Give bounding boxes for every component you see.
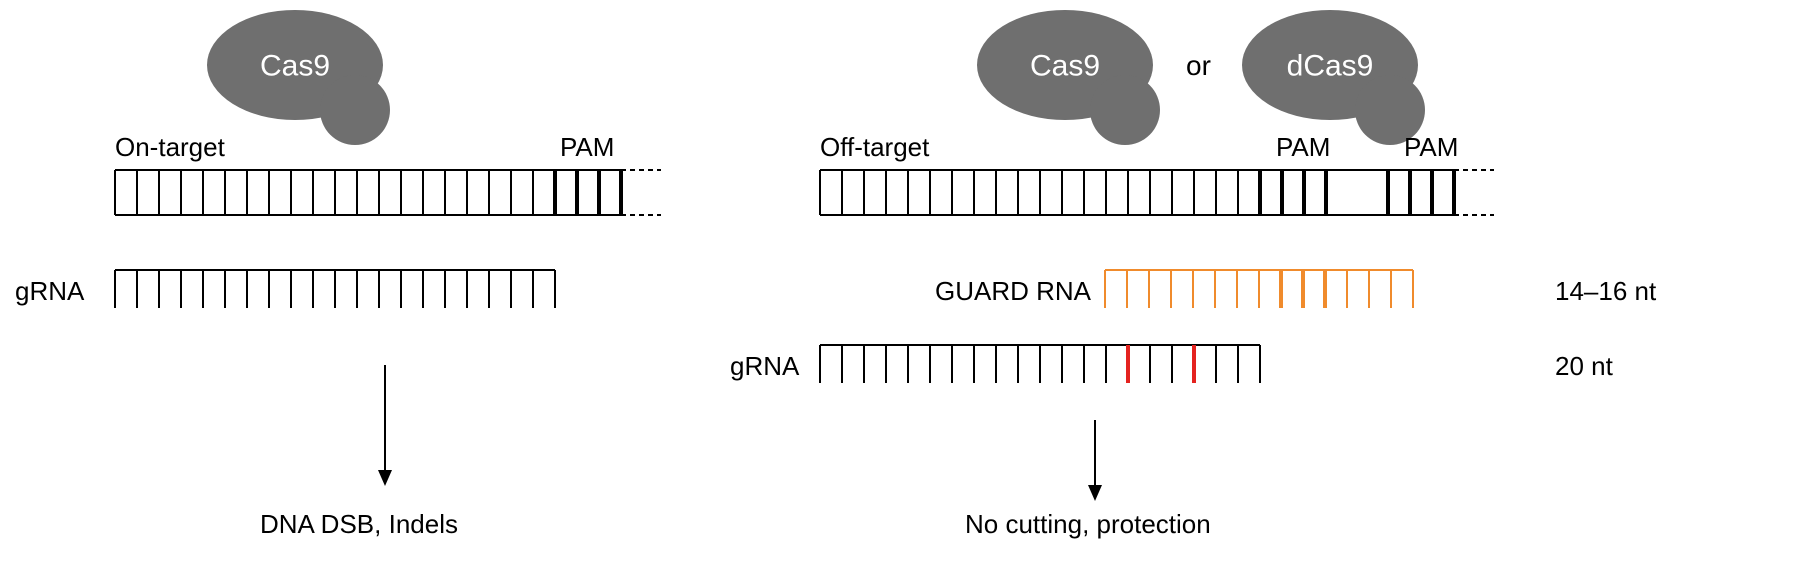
pam-label-left: PAM — [560, 132, 614, 163]
svg-text:Cas9: Cas9 — [260, 50, 330, 83]
guard-rna-label: GUARD RNA — [935, 276, 1091, 307]
grna-label-left: gRNA — [15, 276, 84, 307]
pam-label-1: PAM — [1276, 132, 1330, 163]
or-label: or — [1186, 50, 1211, 82]
on-target-label: On-target — [115, 132, 225, 163]
svg-text:Cas9: Cas9 — [1030, 50, 1100, 83]
grna-label-right: gRNA — [730, 351, 799, 382]
pam-label-2: PAM — [1404, 132, 1458, 163]
guard-length-label: 14–16 nt — [1555, 276, 1656, 307]
diagram-canvas: Cas9 Cas9 dCas9 On-target PAM gRNA DNA DSB… — [0, 0, 1809, 567]
diagram-svg: Cas9 Cas9 dCas9 — [0, 0, 1809, 567]
off-target-label: Off-target — [820, 132, 929, 163]
result-label-right: No cutting, protection — [965, 509, 1211, 540]
svg-text:dCas9: dCas9 — [1287, 50, 1374, 83]
result-label-left: DNA DSB, Indels — [260, 509, 458, 540]
grna-length-label: 20 nt — [1555, 351, 1613, 382]
